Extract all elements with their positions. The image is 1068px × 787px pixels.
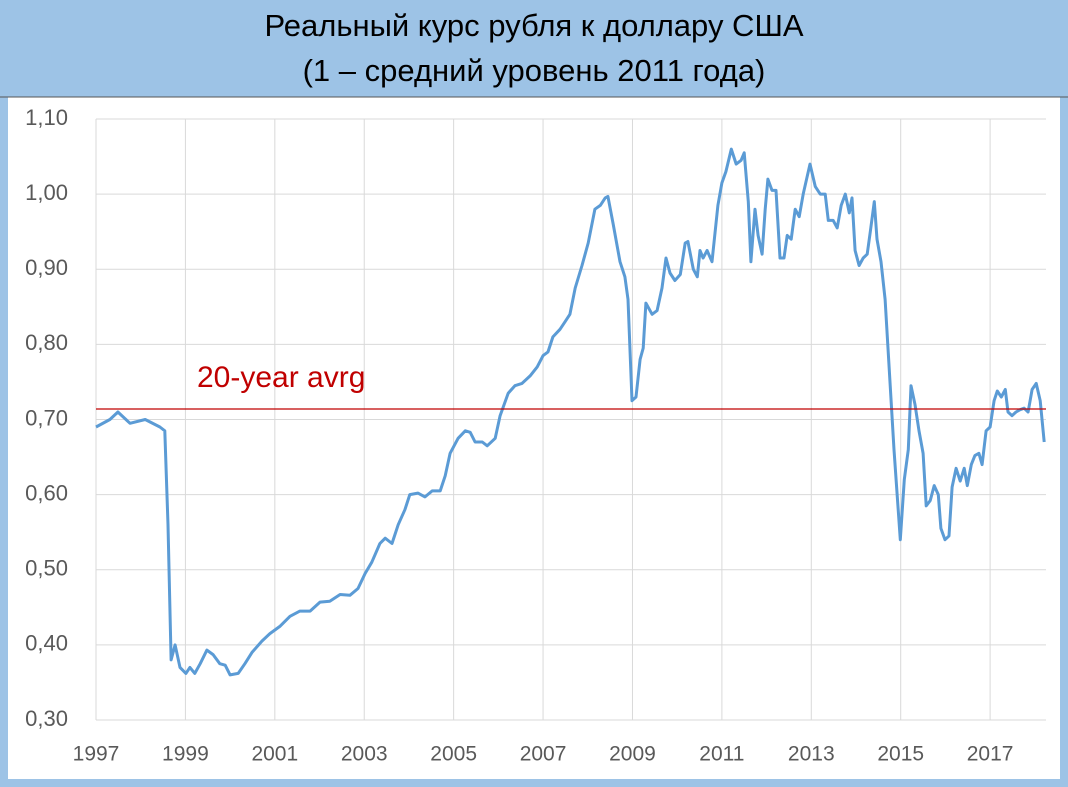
reference-label: 20-year avrg	[197, 361, 365, 394]
chart-title: Реальный курс рубля к доллару США	[264, 8, 803, 43]
y-tick-label: 0,80	[25, 330, 68, 355]
chart-subtitle: (1 – средний уровень 2011 года)	[303, 53, 766, 88]
y-tick-label: 0,50	[25, 556, 68, 581]
y-tick-label: 0,30	[25, 706, 68, 731]
y-tick-label: 0,40	[25, 631, 68, 656]
x-tick-label: 2013	[788, 743, 835, 766]
y-tick-label: 0,60	[25, 480, 68, 505]
line-series	[95, 147, 1046, 677]
x-tick-label: 2017	[967, 743, 1014, 766]
plot-background	[8, 97, 1060, 779]
x-tick-label: 1997	[73, 743, 120, 766]
x-tick-label: 2005	[430, 743, 477, 766]
y-tick-label: 0,90	[25, 255, 68, 280]
y-tick-label: 1,10	[25, 105, 68, 130]
x-tick-label: 2011	[699, 743, 744, 766]
x-tick-label: 2015	[877, 743, 924, 766]
x-tick-label: 2009	[609, 743, 656, 766]
y-tick-label: 0,70	[25, 405, 68, 430]
y-tick-label: 1,00	[25, 180, 68, 205]
x-tick-label: 1999	[162, 743, 209, 766]
x-tick-label: 2007	[520, 743, 567, 766]
x-tick-label: 2003	[341, 743, 388, 766]
x-tick-label: 2001	[251, 743, 298, 766]
